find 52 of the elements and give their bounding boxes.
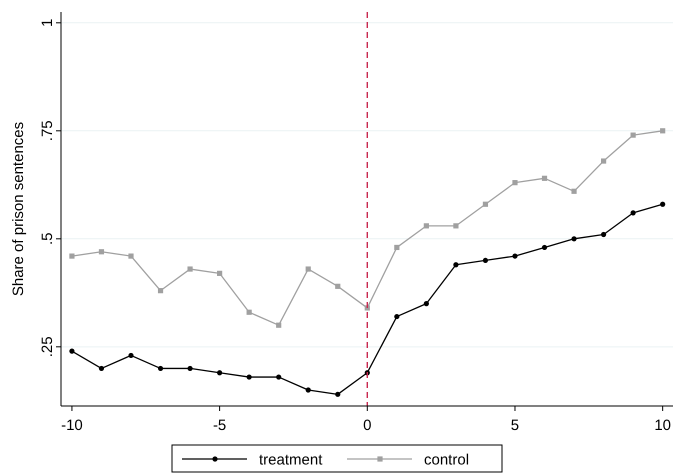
point: [600, 158, 606, 164]
legend-label: control: [424, 452, 470, 468]
point: [424, 223, 429, 228]
point: [571, 236, 577, 242]
point: [335, 284, 340, 289]
point: [158, 288, 164, 294]
point: [453, 223, 459, 228]
point: [128, 352, 134, 358]
x-tick-label: 0: [363, 417, 372, 434]
point: [542, 244, 548, 250]
point: [128, 253, 134, 259]
point: [482, 202, 488, 207]
point: [306, 266, 311, 272]
point: [187, 366, 193, 372]
point: [394, 244, 400, 250]
point: [246, 374, 252, 380]
point: [512, 180, 518, 186]
point: [158, 366, 164, 372]
point: [217, 270, 222, 276]
point: [571, 188, 577, 194]
point: [482, 258, 488, 264]
point: [394, 314, 400, 320]
x-tick-label: 10: [654, 417, 672, 434]
point: [69, 253, 75, 259]
point: [335, 392, 340, 397]
point: [246, 310, 252, 315]
y-tick-label: .75: [39, 120, 56, 142]
y-axis-title: Share of prison sentences: [10, 122, 27, 296]
y-tick-label: .25: [39, 336, 56, 358]
point: [660, 202, 666, 207]
point: [98, 249, 104, 254]
point: [453, 262, 459, 268]
point: [69, 348, 75, 354]
point: [276, 374, 282, 380]
point: [630, 210, 636, 216]
point: [542, 176, 548, 181]
point: [217, 370, 222, 376]
point: [660, 128, 666, 134]
legend-label: treatment: [259, 452, 324, 468]
x-tick-label: -10: [61, 417, 83, 434]
point: [630, 132, 636, 138]
point: [276, 322, 282, 328]
point: [600, 232, 606, 238]
point: [187, 266, 193, 272]
point: [98, 366, 104, 372]
point: [306, 387, 311, 393]
point: [424, 301, 429, 306]
y-tick-label: 1: [39, 18, 56, 27]
y-tick-label: .5: [39, 232, 56, 246]
x-tick-label: 5: [510, 417, 520, 434]
point: [512, 253, 518, 259]
x-tick-label: -5: [212, 417, 226, 434]
